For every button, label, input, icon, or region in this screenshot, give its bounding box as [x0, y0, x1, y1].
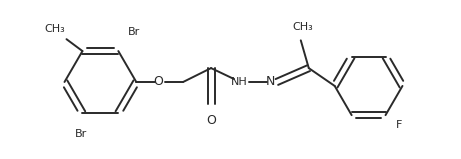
Text: N: N: [266, 76, 276, 88]
Text: O: O: [153, 76, 163, 88]
Text: NH: NH: [230, 77, 248, 87]
Text: Br: Br: [128, 27, 141, 37]
Text: Br: Br: [75, 129, 87, 139]
Text: CH₃: CH₃: [292, 22, 313, 32]
Text: O: O: [206, 114, 216, 127]
Text: CH₃: CH₃: [45, 24, 65, 34]
Text: F: F: [396, 120, 402, 130]
